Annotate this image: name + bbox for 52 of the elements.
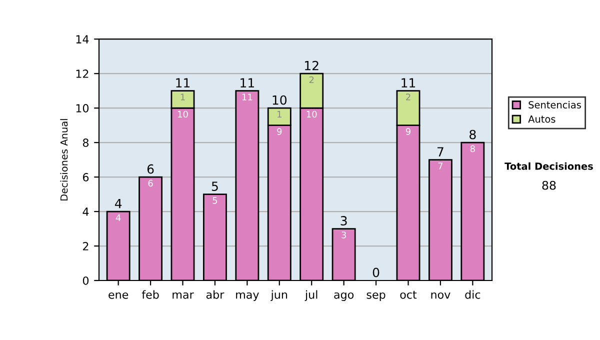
total-label: 7 (438, 147, 444, 156)
total-label: 8 (470, 130, 476, 140)
x-tick-label: ene (108, 292, 128, 299)
legend-label: Autos (528, 116, 556, 123)
total-label: 6 (147, 164, 154, 174)
total-label: 5 (212, 182, 218, 191)
y-tick-label: 4 (82, 208, 89, 216)
y-tick-label: 2 (83, 242, 88, 250)
y-tick-label: 12 (76, 70, 88, 78)
text: Total Decisiones (504, 162, 593, 170)
text: 88 (542, 180, 556, 190)
data-label: 5 (212, 197, 218, 204)
y-tick-label: 6 (82, 173, 89, 182)
data-label: 8 (470, 145, 475, 152)
y-axis-title: Decisiones Anual (60, 119, 68, 200)
total-label: 4 (114, 198, 122, 208)
total-label: 10 (272, 95, 287, 105)
x-tick-label: mar (172, 292, 194, 299)
data-label: 1 (180, 94, 185, 100)
y-tick-label: 8 (82, 138, 89, 147)
y-tick-label: 10 (76, 104, 89, 112)
data-label: 4 (116, 214, 121, 221)
total-label: 11 (176, 78, 190, 88)
total-label: 12 (305, 60, 318, 70)
x-tick-label: jun (270, 290, 288, 301)
x-tick-label: may (236, 292, 259, 301)
x-tick-label: feb (142, 290, 159, 299)
data-label: 2 (406, 94, 410, 100)
x-tick-label: nov (431, 292, 450, 299)
total-label: 11 (240, 78, 254, 88)
x-tick-label: ago (334, 292, 354, 301)
data-label: 10 (306, 110, 317, 118)
x-tick-label: jul (304, 290, 318, 301)
x-tick-label: oct (400, 290, 417, 299)
data-label: 11 (242, 94, 252, 100)
data-label: 3 (342, 232, 346, 238)
x-tick-label: abr (206, 290, 224, 299)
x-tick-label: sep (366, 292, 386, 301)
legend-label: Sentencias (528, 100, 581, 108)
data-label: 7 (438, 162, 443, 170)
total-label: 3 (340, 216, 347, 226)
data-label: 6 (148, 180, 153, 187)
data-label: 10 (178, 110, 188, 118)
data-label: 9 (277, 128, 282, 135)
data-label: 9 (406, 128, 410, 135)
y-tick-label: 0 (82, 276, 89, 285)
data-label: 2 (309, 76, 314, 84)
total-label: 0 (372, 268, 380, 278)
total-label: 11 (402, 78, 416, 88)
x-tick-label: dic (465, 290, 480, 299)
data-label: 1 (278, 110, 282, 118)
y-tick-label: 14 (76, 35, 89, 44)
